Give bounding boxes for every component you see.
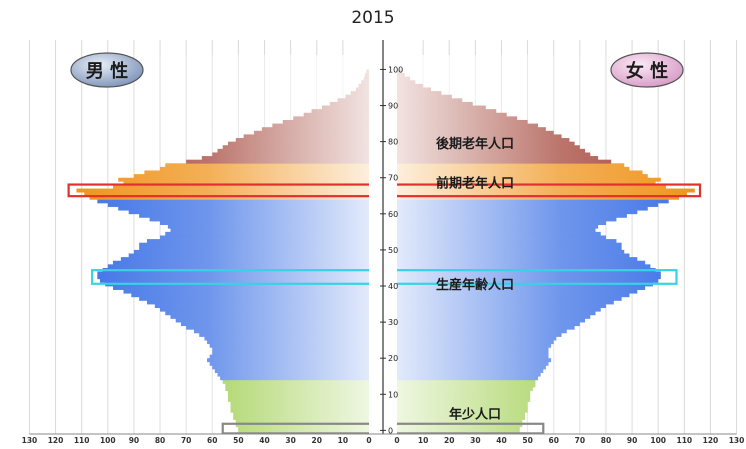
x-tick-label: 40 [496,436,506,445]
x-tick-label: 90 [129,436,139,445]
male-label: 男 性 [86,60,128,82]
age-tick-label: 90 [388,102,398,111]
age-tick-label: 40 [388,282,398,291]
x-tick-label: 30 [285,436,295,445]
x-tick-label: 120 [48,436,64,445]
female-gradient-overlay [397,55,695,434]
x-tick-label: 130 [729,436,745,445]
age-tick-label: 100 [388,65,403,74]
male-gradient-overlay [76,55,370,434]
age-axis: 0 10 20 30 40 50 60 70 80 90 100 [369,40,403,435]
x-tick-label: 80 [601,436,611,445]
age-tick-label: 70 [388,174,398,183]
x-tick-label: 120 [703,436,719,445]
x-tick-label: 40 [259,436,269,445]
x-tick-label: 10 [418,436,428,445]
x-tick-label: 110 [676,436,692,445]
x-tick-label: 70 [181,436,191,445]
age-tick-label: 50 [388,246,398,255]
x-tick-label: 20 [312,436,322,445]
x-tick-label: 0 [366,436,371,445]
x-axis: 130 120 110 100 90 80 70 60 50 40 30 20 10 0 0 10 20 30 40… [22,433,745,445]
age-group-annotation: 後期老年人口 [436,136,514,152]
x-tick-label: 30 [470,436,480,445]
x-tick-label: 0 [394,436,399,445]
x-tick-label: 130 [22,436,38,445]
x-tick-label: 50 [522,436,532,445]
female-label: 女 性 [626,60,668,82]
age-group-annotation: 年少人口 [449,407,501,423]
age-tick-label: 10 [388,390,398,399]
age-tick-label: 20 [388,354,398,363]
age-tick-label: 0 [388,426,393,435]
x-tick-label: 60 [549,436,559,445]
x-tick-label: 100 [650,436,666,445]
x-tick-label: 10 [338,436,348,445]
x-tick-label: 70 [575,436,585,445]
x-tick-label: 50 [233,436,243,445]
age-tick-label: 30 [388,318,398,327]
male-legend-badge: 男 性 [70,52,144,88]
x-tick-label: 20 [444,436,454,445]
x-tick-label: 110 [74,436,90,445]
x-tick-label: 60 [207,436,217,445]
x-tick-label: 80 [155,436,165,445]
female-legend-badge: 女 性 [610,52,684,88]
age-group-annotation: 生産年齢人口 [436,277,514,293]
age-tick-label: 80 [388,138,398,147]
age-group-annotation: 前期老年人口 [436,176,514,192]
chart-title: 2015 [351,8,394,28]
x-tick-label: 100 [100,436,116,445]
x-tick-label: 90 [627,436,637,445]
age-tick-label: 60 [388,210,398,219]
